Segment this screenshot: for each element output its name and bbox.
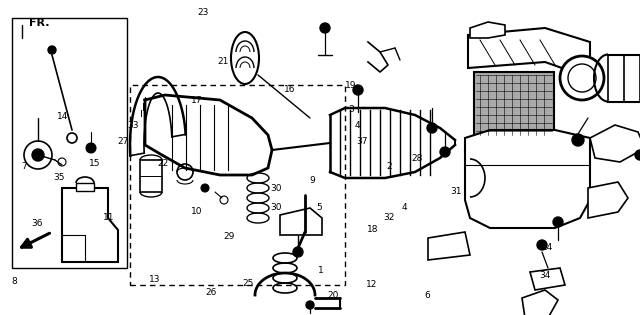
Polygon shape	[588, 182, 628, 218]
Polygon shape	[470, 22, 505, 38]
Text: 13: 13	[149, 275, 161, 284]
Text: 12: 12	[365, 280, 377, 289]
Polygon shape	[465, 130, 590, 228]
Circle shape	[353, 85, 363, 95]
Text: 36: 36	[31, 219, 43, 228]
Bar	[474, 72, 554, 137]
Bar	[140, 160, 162, 192]
Circle shape	[58, 158, 66, 166]
Circle shape	[201, 184, 209, 192]
Text: 24: 24	[541, 243, 553, 252]
Text: 20: 20	[327, 291, 339, 300]
Circle shape	[572, 134, 584, 146]
Bar	[76, 183, 94, 191]
Text: 3: 3	[348, 105, 353, 114]
Circle shape	[320, 23, 330, 33]
Text: 1: 1	[319, 266, 324, 275]
Text: 33: 33	[127, 122, 139, 130]
Text: 18: 18	[367, 225, 378, 234]
Text: FR.: FR.	[29, 18, 50, 28]
Polygon shape	[522, 290, 558, 315]
Circle shape	[635, 150, 640, 160]
Text: 28: 28	[412, 154, 423, 163]
Text: 34: 34	[540, 271, 551, 280]
Text: 2: 2	[387, 162, 392, 171]
Circle shape	[86, 143, 96, 153]
Polygon shape	[468, 28, 590, 78]
Circle shape	[177, 164, 193, 180]
Circle shape	[440, 147, 450, 157]
Text: 30: 30	[271, 203, 282, 212]
Polygon shape	[428, 232, 470, 260]
Text: 4: 4	[355, 121, 360, 130]
Polygon shape	[280, 208, 322, 235]
Text: 8: 8	[12, 278, 17, 286]
Text: 26: 26	[205, 289, 217, 297]
Text: 6: 6	[425, 291, 430, 300]
Circle shape	[306, 301, 314, 309]
Text: 19: 19	[345, 81, 356, 89]
Text: 31: 31	[450, 187, 461, 196]
Text: 27: 27	[117, 137, 129, 146]
Text: 22: 22	[157, 159, 169, 168]
Text: 21: 21	[217, 57, 228, 66]
Text: 23: 23	[198, 8, 209, 17]
Text: 7: 7	[22, 163, 27, 171]
Text: 4: 4	[402, 203, 407, 212]
Circle shape	[48, 46, 56, 54]
Circle shape	[293, 247, 303, 257]
Text: 9: 9	[310, 176, 315, 185]
Text: 37: 37	[356, 137, 367, 146]
Text: 11: 11	[103, 213, 115, 222]
Circle shape	[560, 56, 604, 100]
Text: 5: 5	[316, 203, 321, 212]
Text: 25: 25	[243, 279, 254, 288]
Text: 10: 10	[191, 207, 203, 216]
Circle shape	[24, 141, 52, 169]
Circle shape	[220, 196, 228, 204]
Polygon shape	[530, 268, 565, 290]
Ellipse shape	[231, 32, 259, 84]
Circle shape	[32, 149, 44, 161]
Text: 17: 17	[191, 96, 203, 105]
Circle shape	[553, 217, 563, 227]
Text: 32: 32	[383, 214, 395, 222]
Text: 29: 29	[223, 232, 235, 241]
Circle shape	[537, 240, 547, 250]
Text: 15: 15	[89, 159, 100, 168]
Circle shape	[427, 123, 437, 133]
Polygon shape	[590, 125, 640, 162]
Text: 14: 14	[57, 112, 68, 121]
Bar	[130, 85, 345, 285]
Text: 16: 16	[284, 85, 295, 94]
Polygon shape	[62, 188, 118, 262]
Bar	[12, 18, 127, 268]
Text: 35: 35	[53, 174, 65, 182]
Text: 30: 30	[271, 184, 282, 193]
Circle shape	[568, 64, 596, 92]
